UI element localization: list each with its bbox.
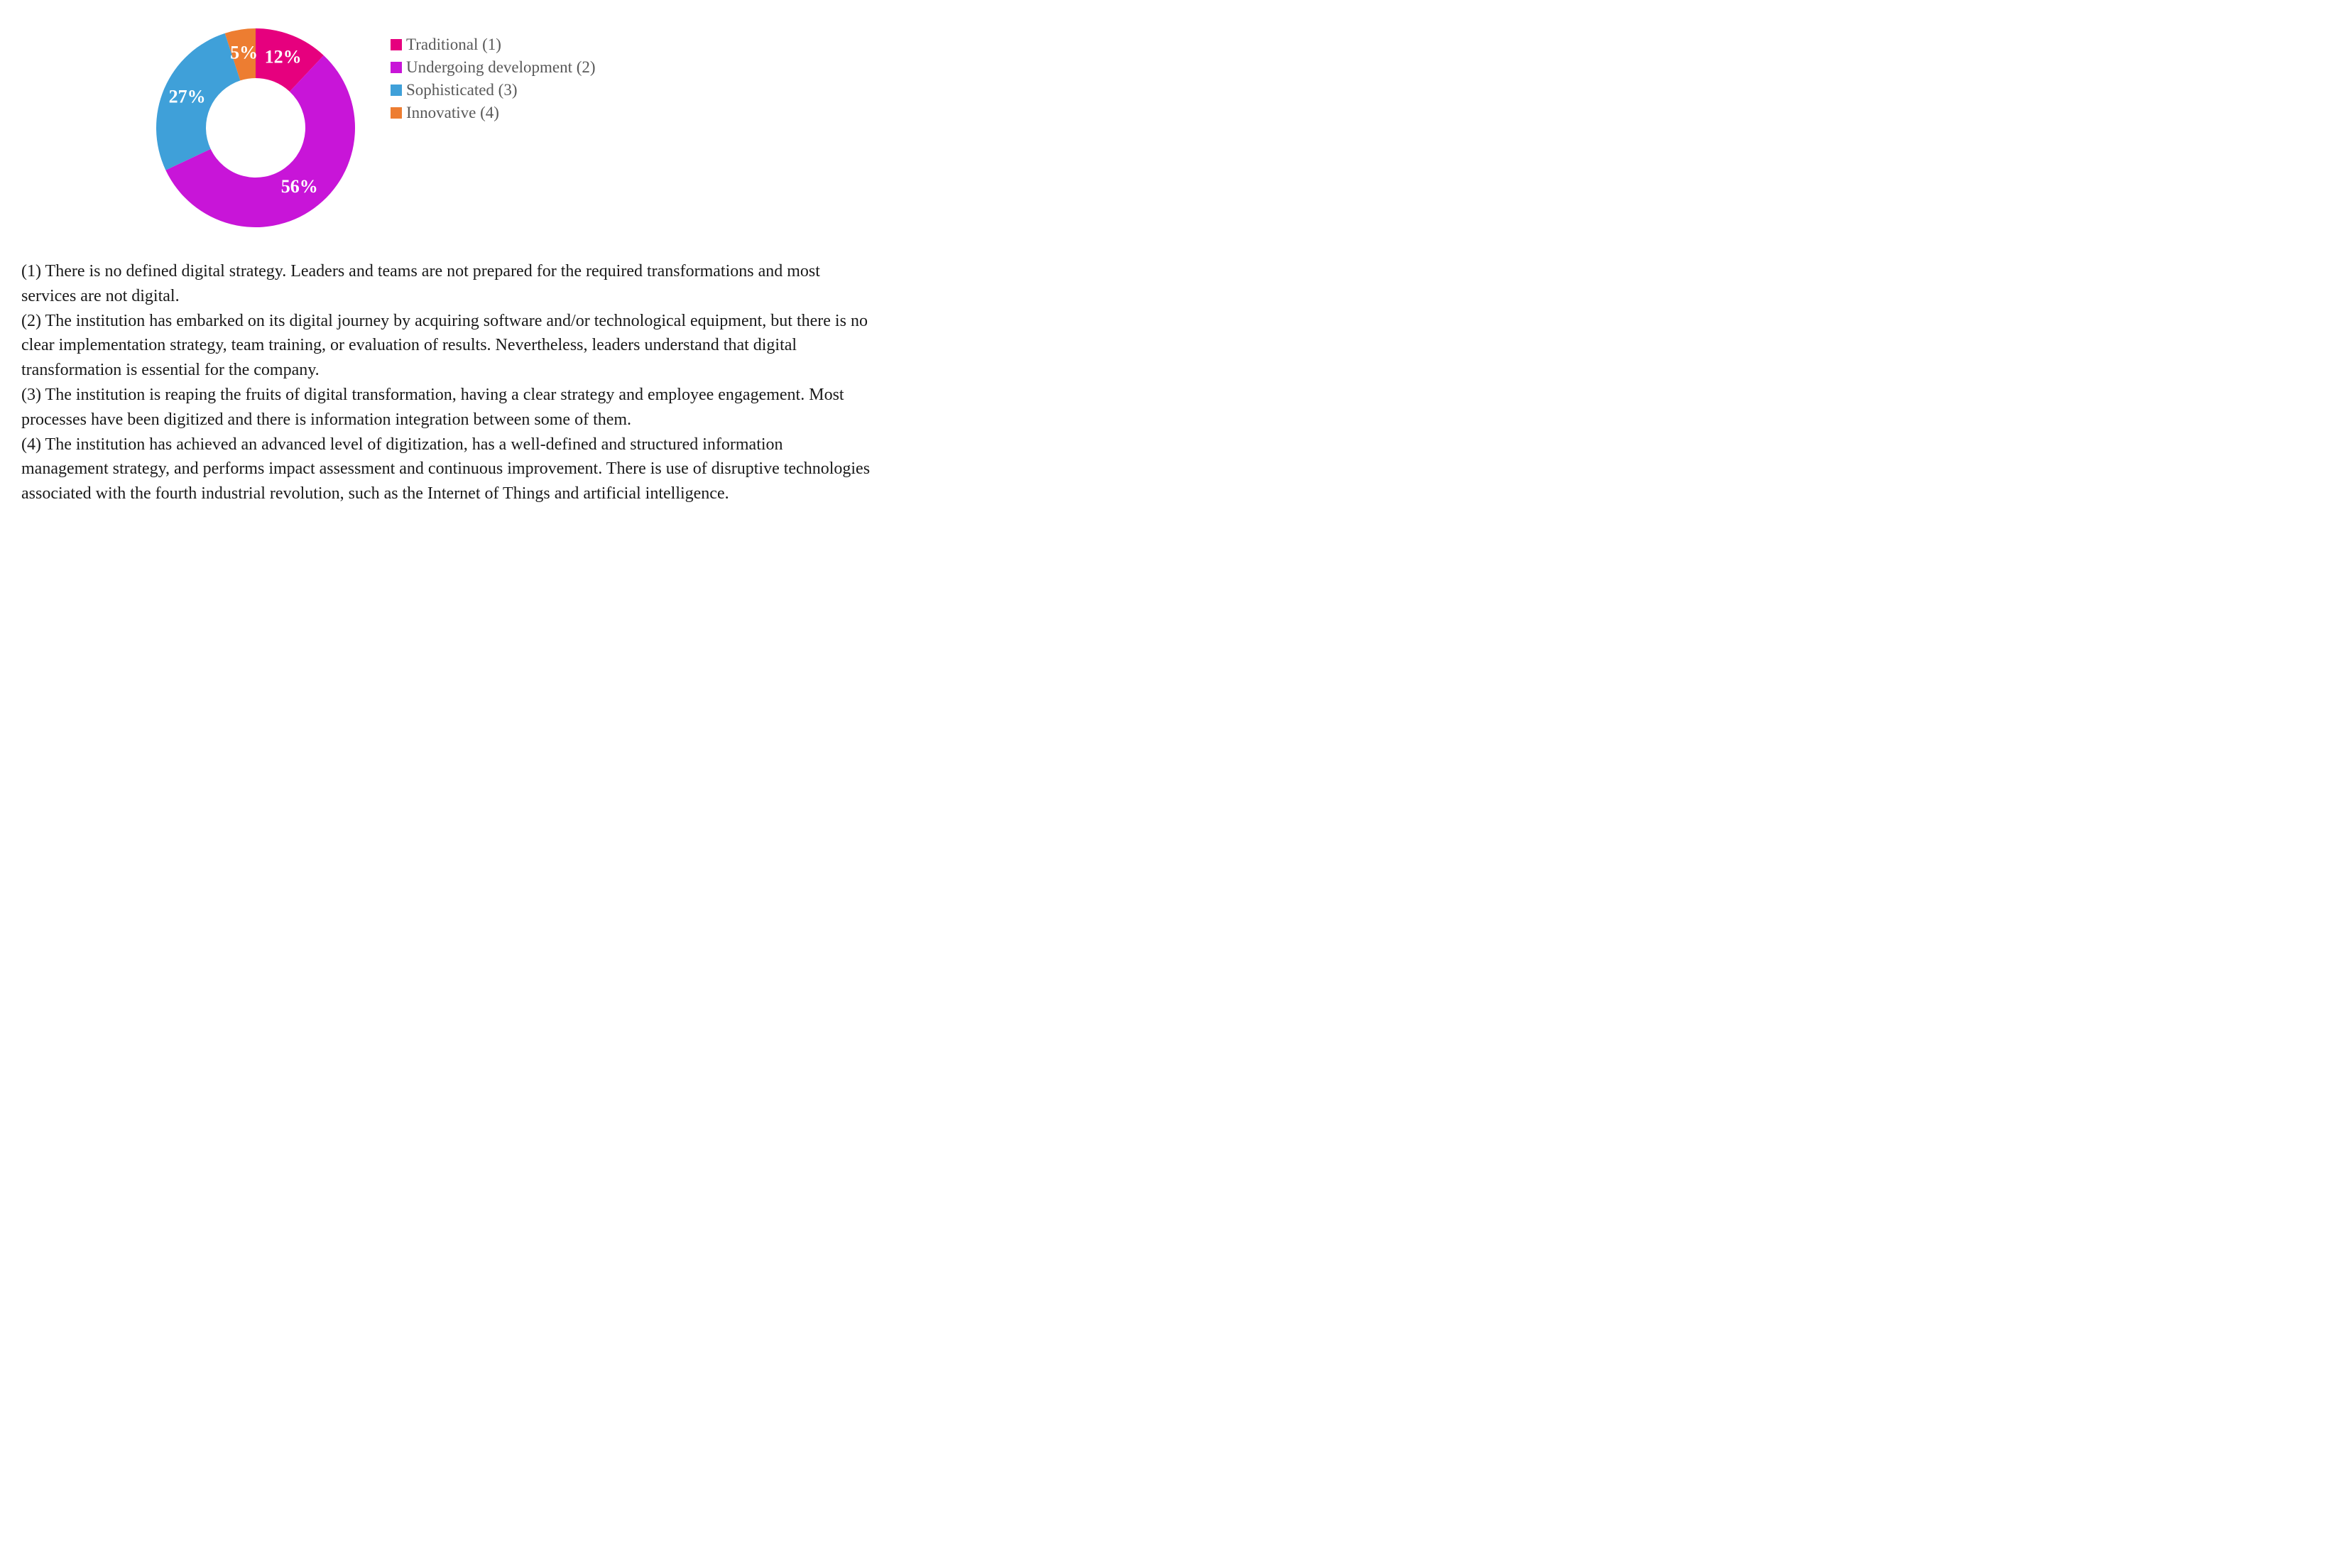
legend-item: Innovative (4): [391, 104, 596, 122]
description-item: (2) The institution has embarked on its …: [21, 309, 873, 383]
legend-item: Sophisticated (3): [391, 81, 596, 99]
descriptions: (1) There is no defined digital strategy…: [21, 259, 873, 506]
legend-swatch: [391, 107, 402, 119]
legend-swatch: [391, 62, 402, 73]
donut-label-undergoing: 56%: [281, 176, 318, 197]
top-row: 12% 56% 27% 5% Traditional (1) Undergoing de…: [21, 21, 2318, 238]
legend-label: Innovative (4): [406, 104, 499, 122]
legend-swatch: [391, 39, 402, 50]
legend-swatch: [391, 85, 402, 96]
donut-label-sophisticated: 27%: [169, 86, 206, 107]
description-item: (4) The institution has achieved an adva…: [21, 432, 873, 506]
description-item: (3) The institution is reaping the fruit…: [21, 383, 873, 432]
donut-label-traditional: 12%: [265, 46, 302, 67]
legend-item: Undergoing development (2): [391, 58, 596, 77]
legend: Traditional (1) Undergoing development (2…: [391, 36, 596, 122]
description-item: (1) There is no defined digital strategy…: [21, 259, 873, 309]
legend-label: Undergoing development (2): [406, 58, 596, 77]
legend-label: Sophisticated (3): [406, 81, 518, 99]
donut-chart: 12% 56% 27% 5%: [149, 21, 362, 238]
donut-svg: 12% 56% 27% 5%: [149, 21, 362, 234]
legend-item: Traditional (1): [391, 36, 596, 54]
legend-label: Traditional (1): [406, 36, 501, 54]
donut-label-innovative: 5%: [230, 42, 258, 62]
